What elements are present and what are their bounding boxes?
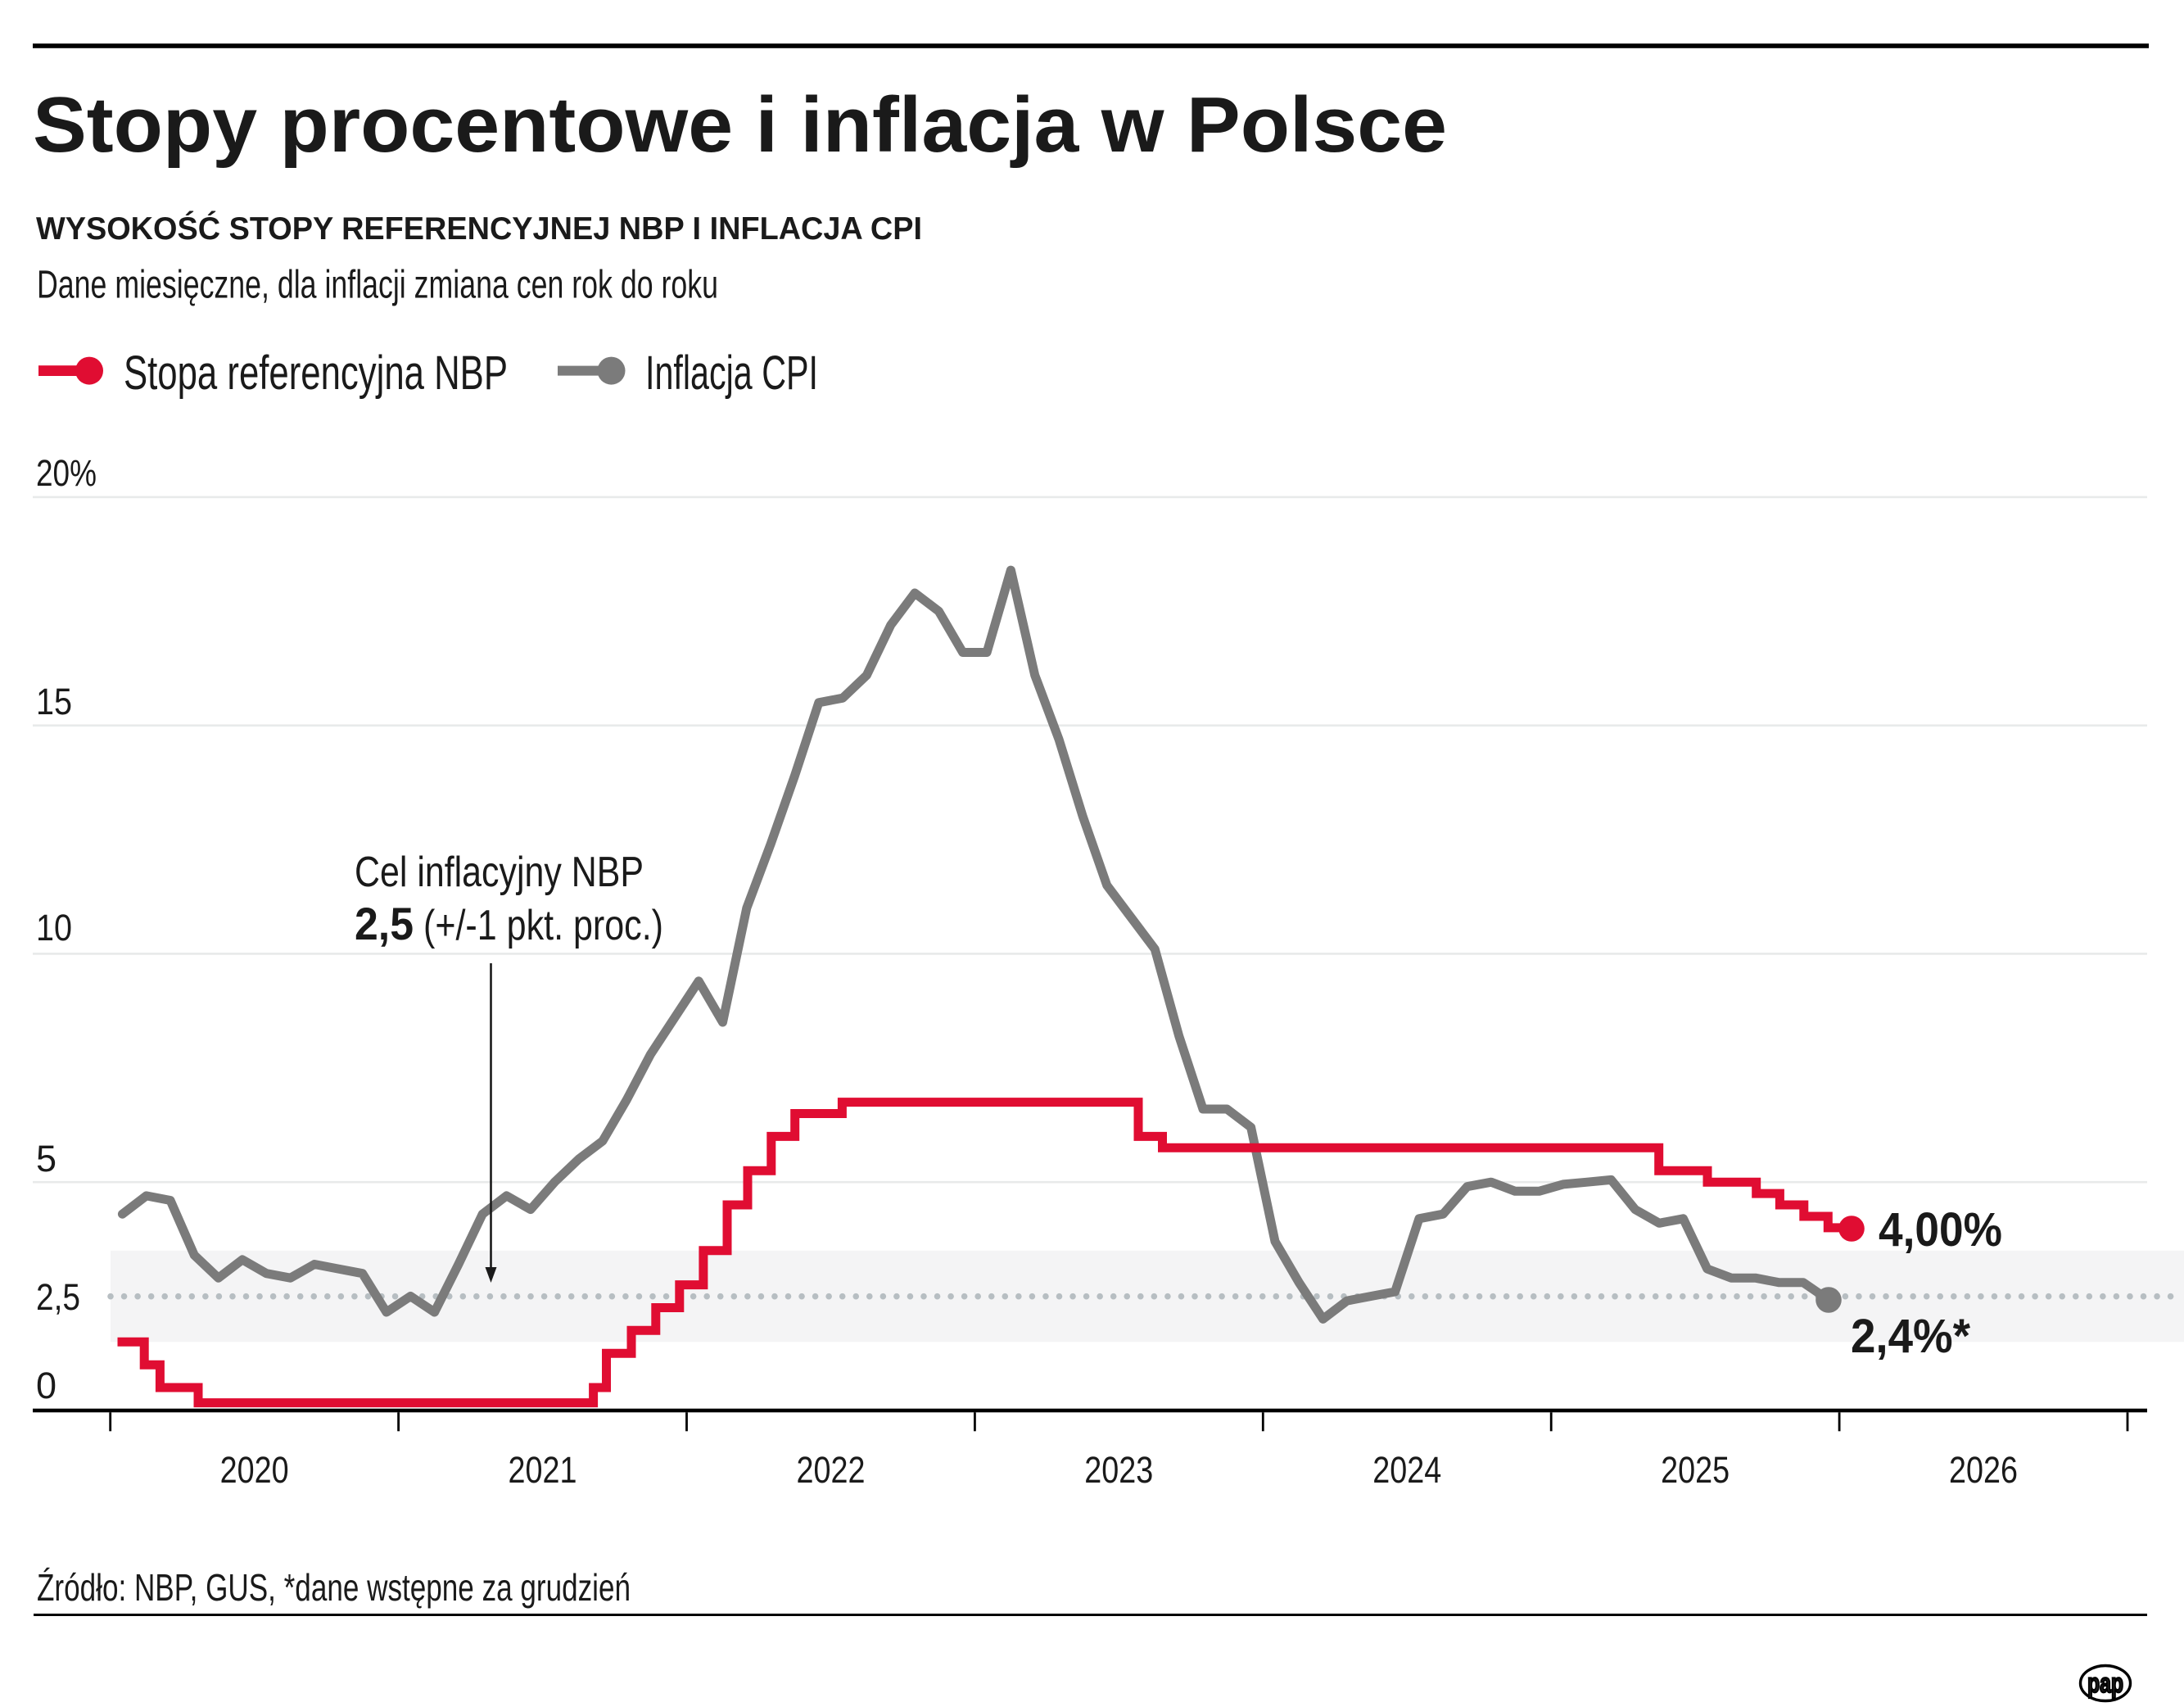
svg-text:2022: 2022 (797, 1449, 866, 1491)
svg-text:(+/-1 pkt. proc.): (+/-1 pkt. proc.) (423, 902, 663, 949)
svg-text:2,5: 2,5 (36, 1276, 80, 1318)
svg-text:Inflacja CPI: Inflacja CPI (645, 346, 818, 400)
svg-text:2025: 2025 (1661, 1449, 1730, 1491)
svg-text:2023: 2023 (1084, 1449, 1153, 1491)
svg-text:5: 5 (36, 1138, 57, 1180)
svg-text:Źródło: NBP, GUS, *dane wstępn: Źródło: NBP, GUS, *dane wstępne za grudz… (37, 1566, 631, 1609)
svg-text:Stopa referencyjna NBP: Stopa referencyjna NBP (124, 346, 508, 400)
svg-text:WYSOKOŚĆ STOPY REFERENCYJNEJ N: WYSOKOŚĆ STOPY REFERENCYJNEJ NBP I INFLA… (36, 211, 922, 247)
svg-text:2026: 2026 (1949, 1449, 2018, 1491)
svg-text:20%: 20% (36, 452, 97, 494)
svg-text:2,4%*: 2,4%* (1851, 1310, 1970, 1363)
svg-text:pap: pap (2087, 1668, 2123, 1698)
svg-text:Cel inflacyjny NBP: Cel inflacyjny NBP (355, 849, 644, 896)
svg-text:Dane miesięczne, dla inflacji: Dane miesięczne, dla inflacji zmiana cen… (37, 264, 718, 307)
svg-text:Stopy procentowe i inflacja w: Stopy procentowe i inflacja w Polsce (33, 81, 1447, 169)
svg-text:2024: 2024 (1372, 1449, 1441, 1491)
svg-text:2020: 2020 (220, 1449, 289, 1491)
svg-text:15: 15 (36, 681, 72, 722)
svg-text:0: 0 (36, 1365, 57, 1406)
svg-text:2021: 2021 (509, 1449, 577, 1491)
svg-text:10: 10 (36, 907, 72, 949)
svg-text:2,5: 2,5 (355, 898, 414, 949)
svg-text:4,00%: 4,00% (1879, 1203, 2002, 1256)
